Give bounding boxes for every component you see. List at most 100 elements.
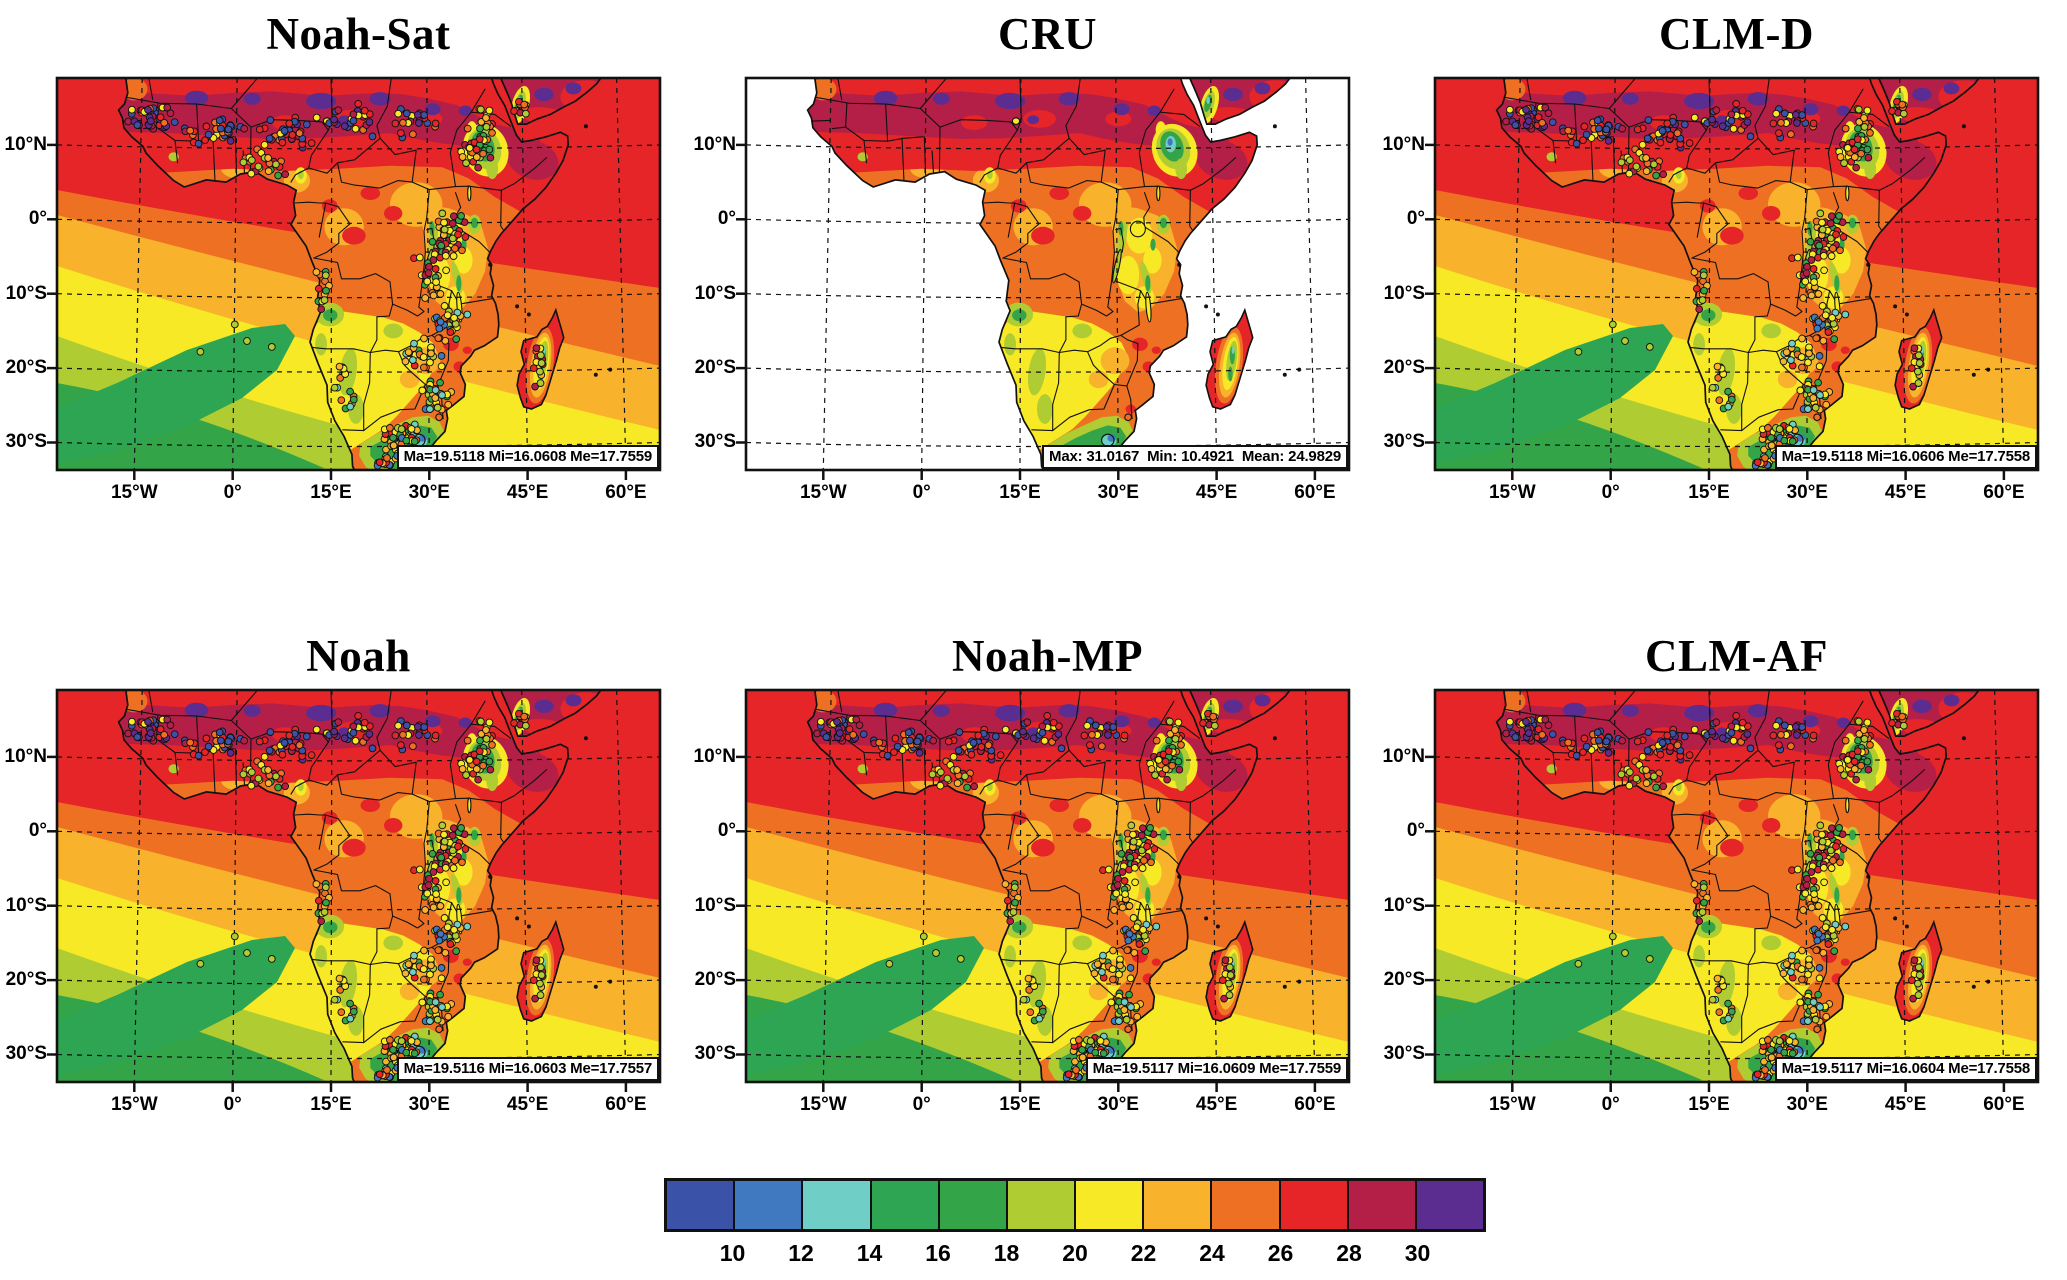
map-area: Max: 31.0167 Min: 10.4921 Mean: 24.9829 … <box>694 76 1351 503</box>
x-tick-label: 30°E <box>1786 482 1828 503</box>
y-tick-label: 10°S <box>5 282 47 304</box>
colorbar-cell <box>871 1181 940 1229</box>
colorbar-cell <box>939 1181 1008 1229</box>
colorbar-tick-label: 20 <box>1062 1240 1088 1266</box>
x-tick-label: 0° <box>223 482 242 503</box>
panel-title: Noah <box>306 631 411 681</box>
y-tick-label: 20°S <box>5 357 47 379</box>
colorbar-cell <box>1144 1181 1213 1229</box>
y-tick-label: 10°N <box>1382 745 1425 767</box>
panel-clm-d: CLM-D Ma=19.5118 Mi=16.0606 Me=17.7558 1… <box>1378 0 2067 600</box>
stats-box: Ma=19.5116 Mi=16.0603 Me=17.7557 <box>396 1057 659 1081</box>
colorbar-tick-label: 10 <box>719 1240 746 1266</box>
colorbar-cell <box>1280 1181 1349 1229</box>
x-tick-label: 60°E <box>1294 1094 1336 1115</box>
y-tick-label: 10°S <box>1383 282 1425 304</box>
colorbar-tick-label: 28 <box>1336 1240 1362 1266</box>
x-tick-label: 30°E <box>408 1094 450 1115</box>
panel-noah: Noah Ma=19.5116 Mi=16.0603 Me=17.7557 10… <box>0 608 689 1208</box>
x-tick-label: 15°W <box>110 1094 158 1115</box>
y-tick-label: 20°S <box>5 969 47 991</box>
y-tick-label: 10°S <box>5 894 47 916</box>
x-tick-label: 15°E <box>1688 482 1730 503</box>
x-tick-label: 60°E <box>1294 482 1336 503</box>
x-tick-label: 15°E <box>1688 1094 1730 1115</box>
y-tick-label: 0° <box>28 820 47 842</box>
map-area: Ma=19.5118 Mi=16.0606 Me=17.7558 10°N 0° 1… <box>1383 76 2040 503</box>
x-tick-label: 30°E <box>408 482 450 503</box>
colorbar-tick-label: 26 <box>1267 1240 1294 1266</box>
y-tick-label: 0° <box>717 208 736 230</box>
x-tick-label: 60°E <box>1983 1094 2025 1115</box>
colorbar-cell <box>1076 1181 1145 1229</box>
colorbar-cell <box>1007 1181 1077 1229</box>
x-tick-label: 15°W <box>799 1094 847 1115</box>
y-tick-label: 30°S <box>694 1043 736 1065</box>
x-tick-label: 0° <box>1601 1094 1620 1115</box>
panel-title: CLM-AF <box>1645 631 1828 681</box>
x-tick-label: 60°E <box>605 1094 647 1115</box>
colorbar-tick-labels: 10 12 14 16 18 20 22 24 26 28 30 <box>664 1240 1486 1270</box>
colorbar-cell <box>667 1181 736 1229</box>
colorbar <box>664 1178 1486 1232</box>
panel-title: CRU <box>998 9 1097 59</box>
y-tick-label: 0° <box>28 208 47 230</box>
y-tick-label: 10°N <box>693 133 736 155</box>
panel-noah-mp: Noah-MP Ma=19.5117 Mi=16.0609 Me=17.7559… <box>689 608 1378 1208</box>
colorbar-tick-label: 30 <box>1404 1240 1431 1266</box>
colorbar-cell <box>735 1181 804 1229</box>
y-tick-label: 10°N <box>4 745 47 767</box>
panel-title: CLM-D <box>1659 9 1814 59</box>
y-tick-label: 10°S <box>694 282 736 304</box>
y-tick-label: 30°S <box>5 1043 47 1065</box>
y-tick-label: 20°S <box>1383 969 1425 991</box>
y-tick-label: 10°N <box>4 133 47 155</box>
stats-box: Ma=19.5118 Mi=16.0608 Me=17.7559 <box>396 445 659 469</box>
stats-box: Max: 31.0167 Min: 10.4921 Mean: 24.9829 <box>1042 445 1348 469</box>
colorbar-cell <box>1212 1181 1281 1229</box>
map-area: Ma=19.5117 Mi=16.0604 Me=17.7558 10°N 0° 1… <box>1383 688 2040 1115</box>
x-tick-label: 15°E <box>999 1094 1041 1115</box>
x-tick-label: 45°E <box>1195 482 1238 503</box>
y-tick-label: 20°S <box>694 357 736 379</box>
y-tick-label: 0° <box>1406 820 1425 842</box>
stats-box: Ma=19.5117 Mi=16.0609 Me=17.7559 <box>1085 1057 1348 1081</box>
y-tick-label: 0° <box>1406 208 1425 230</box>
x-tick-label: 45°E <box>1195 1094 1238 1115</box>
x-tick-label: 45°E <box>506 1094 549 1115</box>
x-tick-label: 0° <box>223 1094 242 1115</box>
x-tick-label: 30°E <box>1097 1094 1139 1115</box>
x-tick-label: 60°E <box>605 482 647 503</box>
x-tick-label: 45°E <box>1884 1094 1927 1115</box>
x-tick-label: 0° <box>912 1094 931 1115</box>
y-tick-label: 30°S <box>5 431 47 453</box>
y-tick-label: 20°S <box>1383 357 1425 379</box>
x-tick-label: 30°E <box>1097 482 1139 503</box>
y-tick-label: 30°S <box>694 431 736 453</box>
colorbar-cell <box>1348 1181 1417 1229</box>
x-tick-label: 0° <box>912 482 931 503</box>
y-tick-label: 10°S <box>694 894 736 916</box>
y-tick-label: 20°S <box>694 969 736 991</box>
map-area: Ma=19.5117 Mi=16.0609 Me=17.7559 10°N 0° 1… <box>694 688 1351 1115</box>
africa-map <box>736 76 1351 480</box>
africa-map <box>47 688 662 1092</box>
x-tick-label: 45°E <box>506 482 549 503</box>
y-tick-label: 30°S <box>1383 431 1425 453</box>
x-tick-label: 15°E <box>310 1094 352 1115</box>
panel-title: Noah-MP <box>952 631 1143 681</box>
panel-title: Noah-Sat <box>266 9 451 59</box>
y-tick-label: 30°S <box>1383 1043 1425 1065</box>
colorbar-tick-label: 14 <box>856 1240 883 1266</box>
africa-map <box>1425 688 2040 1092</box>
colorbar-tick-label: 22 <box>1130 1240 1157 1266</box>
colorbar-tick-label: 16 <box>925 1240 951 1266</box>
colorbar-cell <box>1416 1181 1484 1229</box>
africa-map <box>1425 76 2040 480</box>
africa-map <box>47 76 662 480</box>
stats-box: Ma=19.5118 Mi=16.0606 Me=17.7558 <box>1774 445 2037 469</box>
y-tick-label: 0° <box>717 820 736 842</box>
x-tick-label: 15°W <box>110 482 158 503</box>
stats-box: Ma=19.5117 Mi=16.0604 Me=17.7558 <box>1774 1057 2037 1081</box>
